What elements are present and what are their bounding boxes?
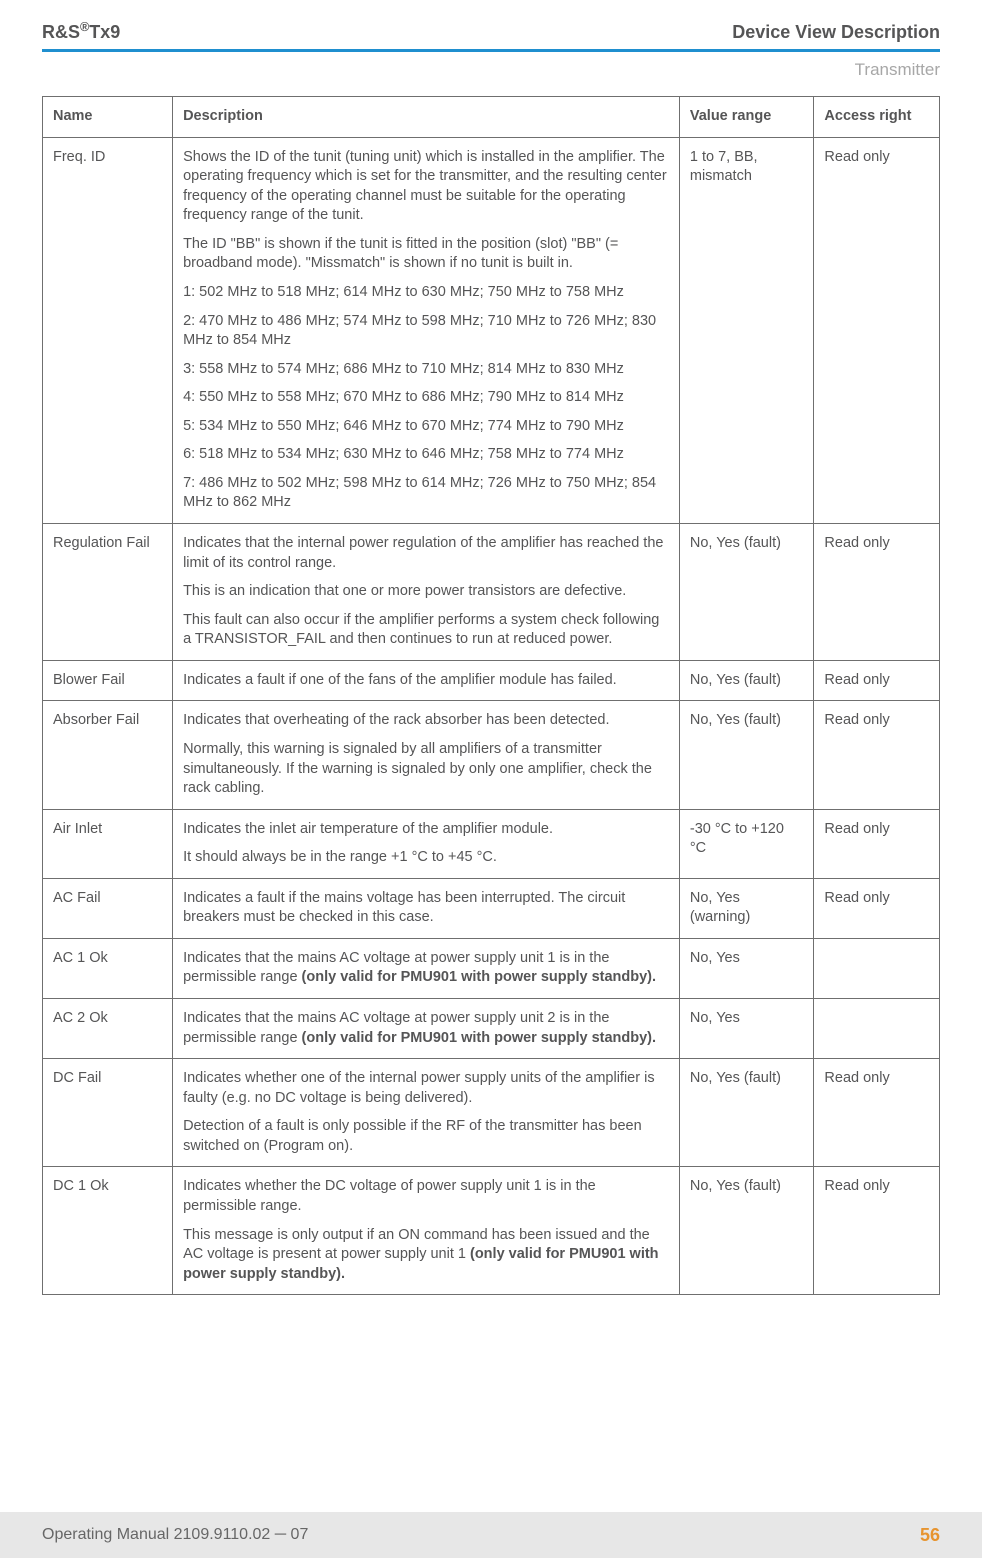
cell-name: Absorber Fail [43, 701, 173, 809]
desc-paragraph: 1: 502 MHz to 518 MHz; 614 MHz to 630 MH… [183, 283, 669, 303]
cell-access-right: Read only [814, 1059, 940, 1167]
cell-access-right: Read only [814, 809, 940, 878]
table-body: Freq. IDShows the ID of the tunit (tunin… [43, 137, 940, 1295]
parameters-table: Name Description Value range Access righ… [42, 96, 940, 1295]
cell-value-range: No, Yes (fault) [679, 1167, 814, 1295]
cell-name: AC 1 Ok [43, 938, 173, 998]
cell-value-range: No, Yes (fault) [679, 701, 814, 809]
desc-paragraph: Normally, this warning is signaled by al… [183, 740, 669, 799]
desc-paragraph: Indicates a fault if one of the fans of … [183, 671, 669, 691]
cell-value-range: No, Yes [679, 938, 814, 998]
desc-paragraph: Indicates a fault if the mains voltage h… [183, 889, 669, 928]
cell-value-range: No, Yes [679, 999, 814, 1059]
cell-access-right: Read only [814, 524, 940, 661]
cell-description: Indicates that the mains AC voltage at p… [173, 938, 680, 998]
header-subsection: Transmitter [0, 52, 982, 96]
desc-paragraph: 5: 534 MHz to 550 MHz; 646 MHz to 670 MH… [183, 417, 669, 437]
page-header: R&S®Tx9 Device View Description [0, 0, 982, 49]
desc-paragraph: Detection of a fault is only possible if… [183, 1117, 669, 1156]
cell-value-range: ‑30 °C to +120 °C [679, 809, 814, 878]
cell-access-right: Read only [814, 137, 940, 523]
desc-paragraph: Indicates that the internal power regula… [183, 534, 669, 573]
cell-description: Indicates that the internal power regula… [173, 524, 680, 661]
cell-value-range: 1 to 7, BB, mismatch [679, 137, 814, 523]
cell-name: AC Fail [43, 878, 173, 938]
desc-paragraph: Indicates that overheating of the rack a… [183, 711, 669, 731]
footer-page-number: 56 [920, 1525, 940, 1546]
cell-description: Indicates the inlet air temperature of t… [173, 809, 680, 878]
cell-description: Indicates whether one of the internal po… [173, 1059, 680, 1167]
cell-description: Indicates whether the DC voltage of powe… [173, 1167, 680, 1295]
cell-access-right [814, 999, 940, 1059]
desc-paragraph: Indicates whether the DC voltage of powe… [183, 1177, 669, 1216]
desc-paragraph: This fault can also occur if the amplifi… [183, 611, 669, 650]
desc-paragraph: Shows the ID of the tunit (tuning unit) … [183, 148, 669, 226]
desc-paragraph: This message is only output if an ON com… [183, 1226, 669, 1285]
registered-icon: ® [80, 20, 89, 34]
desc-bold-span: (only valid for PMU901 with power supply… [302, 1030, 657, 1046]
cell-description: Indicates that overheating of the rack a… [173, 701, 680, 809]
cell-access-right [814, 938, 940, 998]
content-area: Name Description Value range Access righ… [0, 96, 982, 1295]
desc-paragraph: Indicates that the mains AC voltage at p… [183, 1009, 669, 1048]
desc-paragraph: 6: 518 MHz to 534 MHz; 630 MHz to 646 MH… [183, 445, 669, 465]
cell-description: Indicates a fault if the mains voltage h… [173, 878, 680, 938]
cell-name: Regulation Fail [43, 524, 173, 661]
cell-value-range: No, Yes (fault) [679, 1059, 814, 1167]
cell-description: Indicates a fault if one of the fans of … [173, 660, 680, 701]
desc-paragraph: It should always be in the range +1 °C t… [183, 848, 669, 868]
footer-manual-id: Operating Manual 2109.9110.02 ─ 07 [42, 1526, 308, 1544]
cell-value-range: No, Yes (fault) [679, 660, 814, 701]
table-row: AC 1 Ok Indicates that the mains AC volta… [43, 938, 940, 998]
col-name: Name [43, 97, 173, 138]
desc-paragraph: The ID "BB" is shown if the tunit is fit… [183, 235, 669, 274]
table-row: Absorber Fail Indicates that overheating … [43, 701, 940, 809]
desc-paragraph: 7: 486 MHz to 502 MHz; 598 MHz to 614 MH… [183, 474, 669, 513]
page-footer: Operating Manual 2109.9110.02 ─ 07 56 [0, 1512, 982, 1558]
col-range: Value range [679, 97, 814, 138]
desc-paragraph: Indicates whether one of the internal po… [183, 1069, 669, 1108]
desc-paragraph: Indicates that the mains AC voltage at p… [183, 949, 669, 988]
header-product: R&S®Tx9 [42, 20, 120, 43]
page: R&S®Tx9 Device View Description Transmit… [0, 0, 982, 1558]
table-row: DC 1 Ok Indicates whether the DC voltage … [43, 1167, 940, 1295]
table-header-row: Name Description Value range Access righ… [43, 97, 940, 138]
table-row: Air Inlet Indicates the inlet air tempera… [43, 809, 940, 878]
col-desc: Description [173, 97, 680, 138]
table-row: DC Fail Indicates whether one of the inte… [43, 1059, 940, 1167]
cell-name: Freq. ID [43, 137, 173, 523]
cell-access-right: Read only [814, 878, 940, 938]
desc-span: Indicates whether the DC voltage of powe… [183, 1178, 596, 1214]
desc-paragraph: 2: 470 MHz to 486 MHz; 574 MHz to 598 MH… [183, 312, 669, 351]
cell-name: Blower Fail [43, 660, 173, 701]
cell-description: Shows the ID of the tunit (tuning unit) … [173, 137, 680, 523]
col-access: Access right [814, 97, 940, 138]
desc-paragraph: 3: 558 MHz to 574 MHz; 686 MHz to 710 MH… [183, 360, 669, 380]
table-row: Blower Fail Indicates a fault if one of t… [43, 660, 940, 701]
desc-paragraph: Indicates the inlet air temperature of t… [183, 820, 669, 840]
cell-value-range: No, Yes (warning) [679, 878, 814, 938]
desc-paragraph: 4: 550 MHz to 558 MHz; 670 MHz to 686 MH… [183, 388, 669, 408]
cell-value-range: No, Yes (fault) [679, 524, 814, 661]
desc-bold-span: (only valid for PMU901 with power supply… [302, 969, 657, 985]
desc-paragraph: This is an indication that one or more p… [183, 582, 669, 602]
table-row: Regulation Fail Indicates that the intern… [43, 524, 940, 661]
header-left-suffix: Tx9 [89, 22, 120, 42]
cell-name: Air Inlet [43, 809, 173, 878]
table-row: AC 2 Ok Indicates that the mains AC volta… [43, 999, 940, 1059]
cell-access-right: Read only [814, 660, 940, 701]
cell-name: AC 2 Ok [43, 999, 173, 1059]
table-row: Freq. IDShows the ID of the tunit (tunin… [43, 137, 940, 523]
cell-name: DC Fail [43, 1059, 173, 1167]
cell-name: DC 1 Ok [43, 1167, 173, 1295]
table-row: AC Fail Indicates a fault if the mains vo… [43, 878, 940, 938]
cell-access-right: Read only [814, 1167, 940, 1295]
cell-description: Indicates that the mains AC voltage at p… [173, 999, 680, 1059]
header-section-title: Device View Description [732, 22, 940, 43]
header-left-prefix: R&S [42, 22, 80, 42]
cell-access-right: Read only [814, 701, 940, 809]
